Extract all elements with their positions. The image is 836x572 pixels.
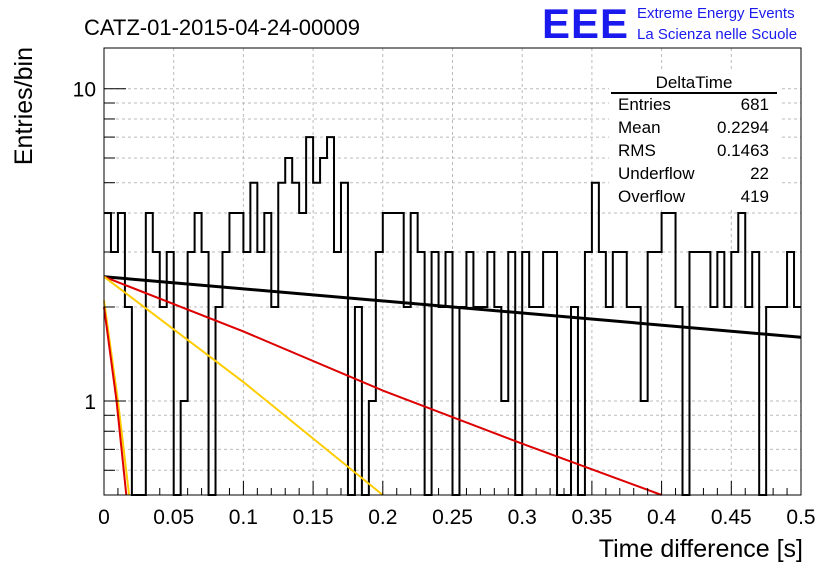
x-tick-label-6: 0.3 [508,506,537,529]
x-axis-label: Time difference [s] [599,535,803,563]
x-tick-label-5: 0.25 [432,506,473,529]
x-axis-ticks: 0 0.05 0.1 0.15 0.2 0.25 0.3 0.35 0.4 0.45 0.5 [98,481,816,529]
x-tick-label-8: 0.4 [647,506,677,529]
y-tick-label-1: 10 [73,79,96,102]
stats-label-entries: Entries [618,95,671,114]
histogram [104,136,801,496]
x-tick-label-3: 0.15 [293,506,334,529]
stats-box: DeltaTime Entries 681 Mean 0.2294 RMS 0.… [609,71,779,208]
y-axis-label: Entries/bin [10,47,38,165]
stats-value-overflow: 419 [741,187,769,206]
histogram-outline [104,136,801,496]
x-tick-label-2: 0.1 [229,506,258,529]
y-axis-ticks: 1 10 [73,79,126,496]
plot-frame [103,47,802,496]
curves [103,275,802,496]
x-tick-label-10: 0.5 [786,506,815,529]
fit-curve-0 [103,275,802,339]
chart-title: CATZ-01-2015-04-24-00009 [84,15,360,40]
x-tick-label-0: 0 [98,506,110,529]
stats-value-underflow: 22 [750,164,769,183]
eee-logo: EEE Extreme Energy Events La Scienza nel… [542,0,797,47]
stats-value-entries: 681 [741,95,769,114]
y-tick-label-0: 1 [84,391,96,414]
stats-value-mean: 0.2294 [717,118,769,137]
stats-title: DeltaTime [656,73,733,92]
logo-line2: La Scienza nelle Scuole [637,26,797,43]
eee-logo-mark: EEE [542,0,629,47]
x-tick-label-1: 0.05 [153,506,194,529]
fit-curve-2 [103,275,384,496]
x-tick-label-9: 0.45 [711,506,752,529]
x-tick-label-4: 0.2 [368,506,397,529]
fit-curve-1 [103,275,662,496]
logo-line1: Extreme Energy Events [637,5,795,22]
stats-label-underflow: Underflow [618,164,695,183]
x-tick-label-7: 0.35 [571,506,612,529]
stats-label-overflow: Overflow [618,187,686,206]
stats-label-mean: Mean [618,118,661,137]
stats-value-rms: 0.1463 [717,141,769,160]
stats-label-rms: RMS [618,141,656,160]
